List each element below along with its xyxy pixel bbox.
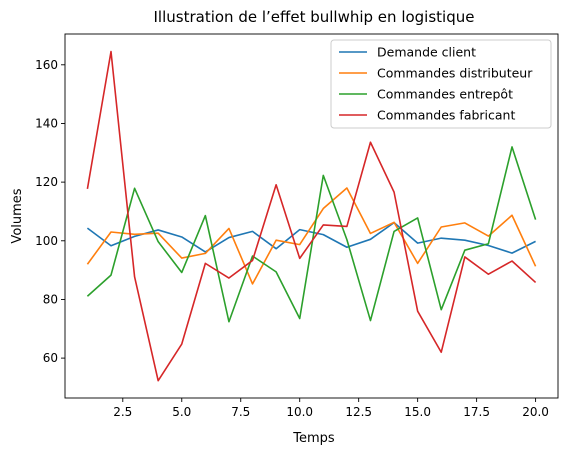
legend-label-3: Commandes entrepôt xyxy=(377,87,513,102)
y-tick-label: 120 xyxy=(35,175,58,189)
legend-label-2: Commandes distributeur xyxy=(377,66,533,81)
series-line-3 xyxy=(86,146,537,323)
y-tick-label: 80 xyxy=(43,292,58,306)
x-tick-label: 12.5 xyxy=(345,405,372,419)
x-tick-label: 2.5 xyxy=(113,405,132,419)
plot-frame xyxy=(64,33,559,399)
x-tick-label: 5.0 xyxy=(172,405,191,419)
x-tick-label: 7.5 xyxy=(231,405,250,419)
series-layer xyxy=(86,50,537,382)
y-tick-label: 100 xyxy=(35,234,58,248)
x-axis-label: Temps xyxy=(292,431,335,446)
x-tick-label: 17.5 xyxy=(463,405,490,419)
series-line-4 xyxy=(86,50,537,382)
x-tick-label: 20.0 xyxy=(522,405,549,419)
series-line-1 xyxy=(86,221,536,254)
chart-title: Illustration de l’effet bullwhip en logi… xyxy=(154,8,475,26)
legend-box xyxy=(330,39,552,129)
ticks-layer: 2.5 5.0 7.5 10.0 12.5 15.0 17.5 20.0 60 80 100 120 1… xyxy=(35,58,549,419)
y-tick-label: 60 xyxy=(43,351,58,365)
x-tick-label: 10.0 xyxy=(286,405,313,419)
y-tick-label: 160 xyxy=(35,58,58,72)
y-tick-label: 140 xyxy=(35,116,58,130)
x-tick-label: 15.0 xyxy=(404,405,431,419)
y-axis-label: Volumes xyxy=(10,188,25,243)
legend: Demande client Commandes distributeur Comm… xyxy=(330,39,552,129)
series-line-2 xyxy=(86,187,537,285)
legend-label-1: Demande client xyxy=(377,45,476,60)
legend-label-4: Commandes fabricant xyxy=(377,108,515,123)
